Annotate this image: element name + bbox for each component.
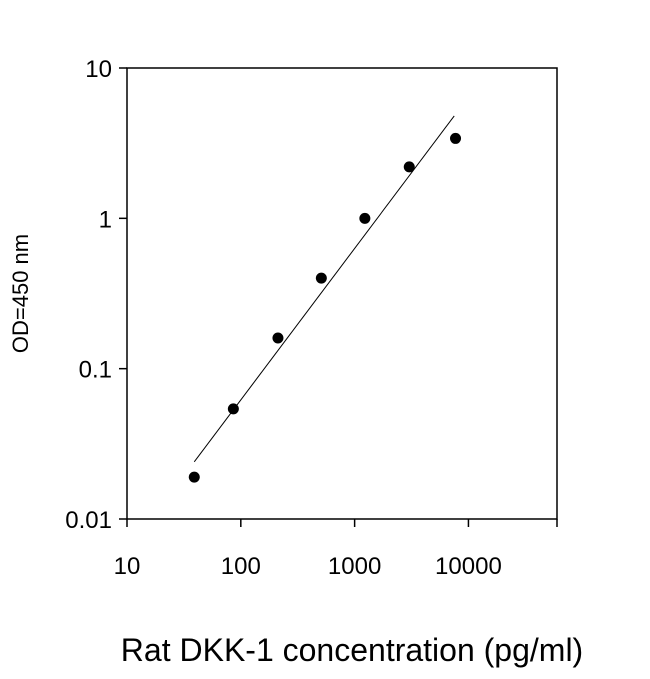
plot-frame [126,67,558,520]
y-tick-label: 0.1 [79,357,112,384]
data-points-layer [188,132,462,483]
x-tick-label: 10000 [435,553,502,580]
y-axis-title: OD=450 nm [8,234,33,353]
y-tick-label: 1 [99,206,112,233]
y-tick-label: 0.01 [65,507,112,534]
x-tick-label: 100 [221,553,261,580]
data-point-3 [272,332,284,344]
x-tick-label: 10 [114,553,141,580]
data-point-4 [315,272,327,284]
data-point-6 [403,161,415,173]
data-point-1 [188,471,200,483]
data-point-5 [359,212,371,224]
y-ticks: 0.01 0.1 1 10 [65,56,127,534]
fit-line-layer [193,115,455,463]
fit-line [193,115,455,463]
x-tick-label: 1000 [328,553,381,580]
data-point-7 [450,132,462,144]
data-point-2 [227,403,239,415]
x-ticks: 10 100 1000 10000 [114,519,558,580]
y-tick-label: 10 [85,56,112,83]
x-axis-title: Rat DKK-1 concentration (pg/ml) [121,632,583,668]
